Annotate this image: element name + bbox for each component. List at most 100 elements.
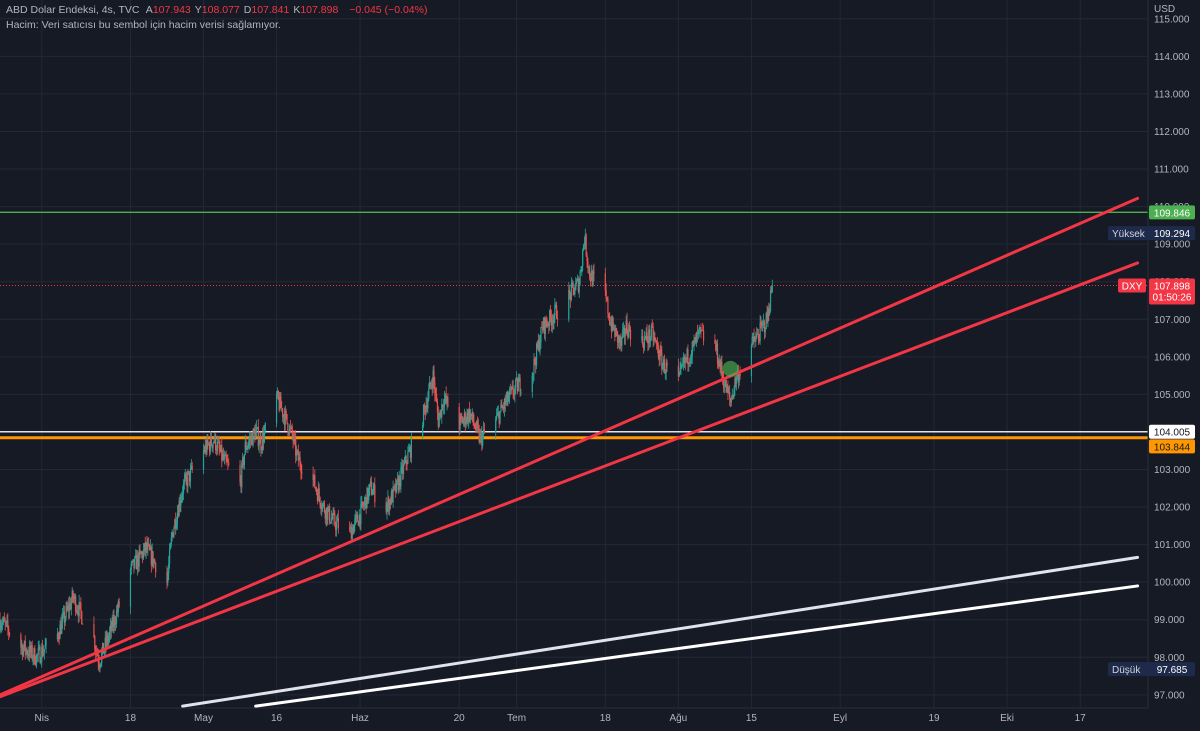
candle-body xyxy=(136,555,139,570)
candle-body xyxy=(223,456,225,460)
candle-body xyxy=(628,325,630,338)
white-trend-upper[interactable] xyxy=(181,555,1140,708)
candle-body xyxy=(474,425,476,429)
candle-body xyxy=(569,289,571,293)
candle-body xyxy=(184,474,186,480)
candle-body xyxy=(256,427,259,428)
candle-body xyxy=(364,497,366,502)
candle-body xyxy=(483,429,486,433)
candle-body xyxy=(335,521,338,530)
candle-body xyxy=(497,412,499,414)
candle-body xyxy=(501,404,503,408)
candle-body xyxy=(583,243,586,246)
candle-body xyxy=(216,442,219,451)
candle-body xyxy=(396,479,399,480)
price-tick-label: 105.000 xyxy=(1154,390,1191,401)
white-level-value: 104.005 xyxy=(1154,428,1191,439)
candle-body xyxy=(684,357,686,363)
red-trend-lower[interactable] xyxy=(0,261,1140,699)
candle-body xyxy=(25,649,27,653)
candle-body xyxy=(76,610,79,612)
candle-body xyxy=(349,528,351,529)
candle-body xyxy=(648,329,650,344)
candle-body xyxy=(720,362,722,370)
candle-body xyxy=(182,492,184,496)
candle-body xyxy=(725,380,727,393)
candle-body xyxy=(682,356,685,365)
candle-body xyxy=(100,662,102,666)
candle-body xyxy=(178,500,180,517)
candle-body xyxy=(568,289,570,320)
candle-body xyxy=(168,563,170,574)
horizontal-levels[interactable] xyxy=(0,211,1148,440)
candle-body xyxy=(472,412,474,422)
candle-body xyxy=(150,546,152,565)
candle-body xyxy=(6,620,8,622)
candle-body xyxy=(751,336,753,345)
candle-body xyxy=(289,426,292,428)
candle-body xyxy=(218,441,220,449)
candle-body xyxy=(738,373,740,383)
candle-body xyxy=(327,509,329,520)
candle-body xyxy=(468,409,470,423)
candle-body xyxy=(587,260,589,268)
candle-body xyxy=(683,356,686,363)
candle-body xyxy=(247,445,249,448)
candle-body xyxy=(315,487,317,489)
candle-body xyxy=(702,330,705,341)
candle-body xyxy=(461,416,463,419)
trend-lines[interactable] xyxy=(0,196,1140,708)
candle-body xyxy=(532,373,534,376)
candle-body xyxy=(517,381,519,392)
candle-body xyxy=(282,414,285,418)
candle-body xyxy=(28,645,31,657)
candle-body xyxy=(699,327,701,328)
low-marker-label: Düşük xyxy=(1112,665,1141,676)
candle-body xyxy=(189,468,192,482)
candle-body xyxy=(356,514,359,522)
candle-body xyxy=(536,343,538,366)
candle-body xyxy=(509,389,512,391)
candle-body xyxy=(95,649,97,651)
candle-body xyxy=(249,438,252,441)
candle-body xyxy=(622,327,625,331)
candle-body xyxy=(716,343,718,351)
candle-body xyxy=(0,619,1,630)
candle-body xyxy=(321,508,323,510)
candle-body xyxy=(585,234,587,256)
candle-body xyxy=(734,378,736,390)
candle-body xyxy=(323,503,325,512)
candle-body xyxy=(507,391,509,402)
candle-body xyxy=(245,441,247,450)
candle-body xyxy=(388,497,390,511)
candle-body xyxy=(548,324,550,326)
white-trend-lower[interactable] xyxy=(254,584,1140,708)
candle-body xyxy=(142,552,144,559)
red-trend-upper[interactable] xyxy=(0,196,1140,697)
candle-body xyxy=(432,370,434,389)
current-price-value: 107.898 xyxy=(1154,282,1191,293)
candle-body xyxy=(656,341,658,344)
candle-body xyxy=(695,337,697,344)
candle-body xyxy=(1,625,3,627)
candle-body xyxy=(295,450,298,456)
candle-body xyxy=(576,280,578,283)
candle-body xyxy=(555,305,557,306)
candle-body xyxy=(222,454,225,460)
candle-body xyxy=(607,298,609,314)
candle-body xyxy=(61,620,63,634)
candle-body xyxy=(739,373,741,376)
candle-body xyxy=(756,333,759,335)
candle-body xyxy=(539,342,541,351)
candle-body xyxy=(22,645,24,656)
candle-body xyxy=(115,623,117,625)
price-axis-background[interactable] xyxy=(1148,0,1200,731)
candle-body xyxy=(167,573,169,583)
bar-countdown: 01:50:26 xyxy=(1153,293,1192,304)
candle-body xyxy=(262,433,264,449)
symbol-tag: DXY xyxy=(1122,282,1143,293)
price-tick-label: 113.000 xyxy=(1154,89,1190,100)
candle-body xyxy=(700,327,702,331)
candle-body xyxy=(571,282,573,284)
